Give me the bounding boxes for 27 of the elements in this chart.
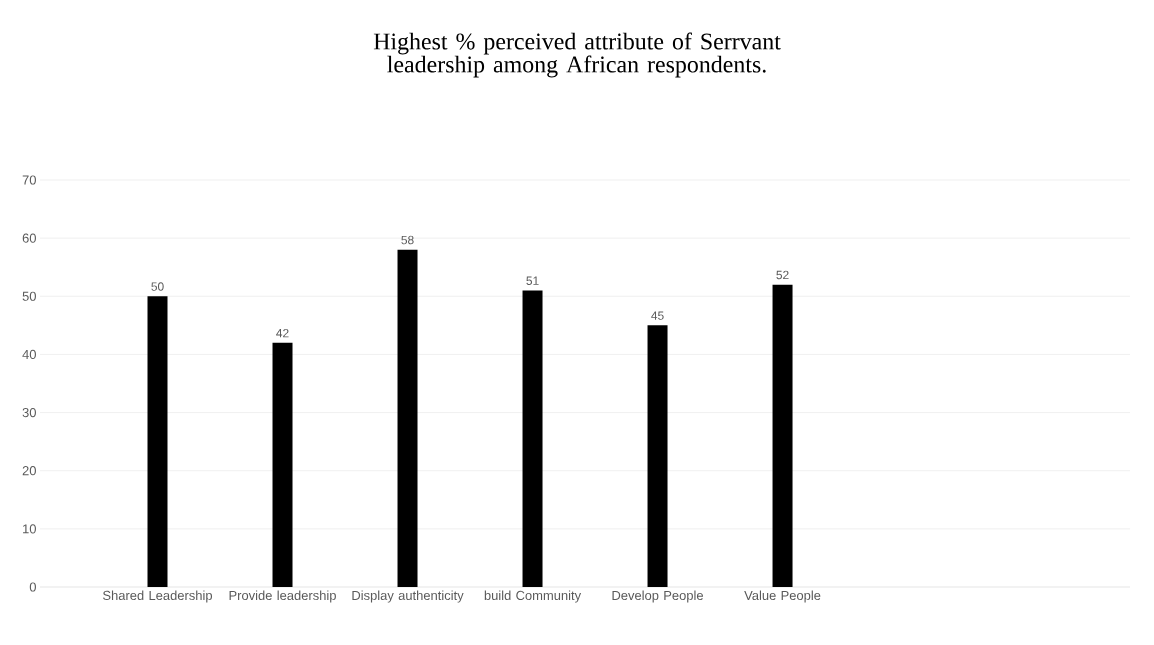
y-tick-label: 0 — [29, 582, 36, 592]
data-label: 50 — [151, 282, 164, 291]
y-tick-label: 20 — [22, 466, 36, 476]
data-label: 42 — [276, 328, 289, 338]
data-label: 58 — [401, 235, 414, 245]
y-tick-label: 50 — [22, 291, 36, 301]
bar — [522, 290, 543, 587]
x-tick-label: build Community — [484, 590, 582, 603]
data-label: 45 — [651, 311, 664, 320]
y-tick-label: 60 — [22, 233, 36, 243]
x-tick-label: Value People — [744, 590, 821, 603]
data-label: 51 — [526, 276, 539, 285]
y-tick-label: 40 — [22, 349, 36, 360]
x-tick-label: Provide leadership — [229, 590, 336, 603]
bar — [647, 325, 668, 587]
y-tick-label: 70 — [22, 175, 36, 185]
chart-title: Highest % perceived attribute of Serrvant leadership among African respondents. — [373, 32, 781, 78]
bar — [397, 249, 418, 587]
bar — [772, 284, 793, 587]
x-tick-label: Shared Leadership — [103, 590, 213, 603]
x-tick-label: Develop People — [612, 590, 704, 603]
y-tick-label: 30 — [22, 407, 36, 418]
bar — [147, 296, 168, 587]
data-label: 52 — [776, 270, 789, 280]
y-tick-label: 10 — [23, 524, 36, 534]
bar — [272, 342, 293, 587]
x-tick-label: Display authenticity — [352, 590, 464, 603]
